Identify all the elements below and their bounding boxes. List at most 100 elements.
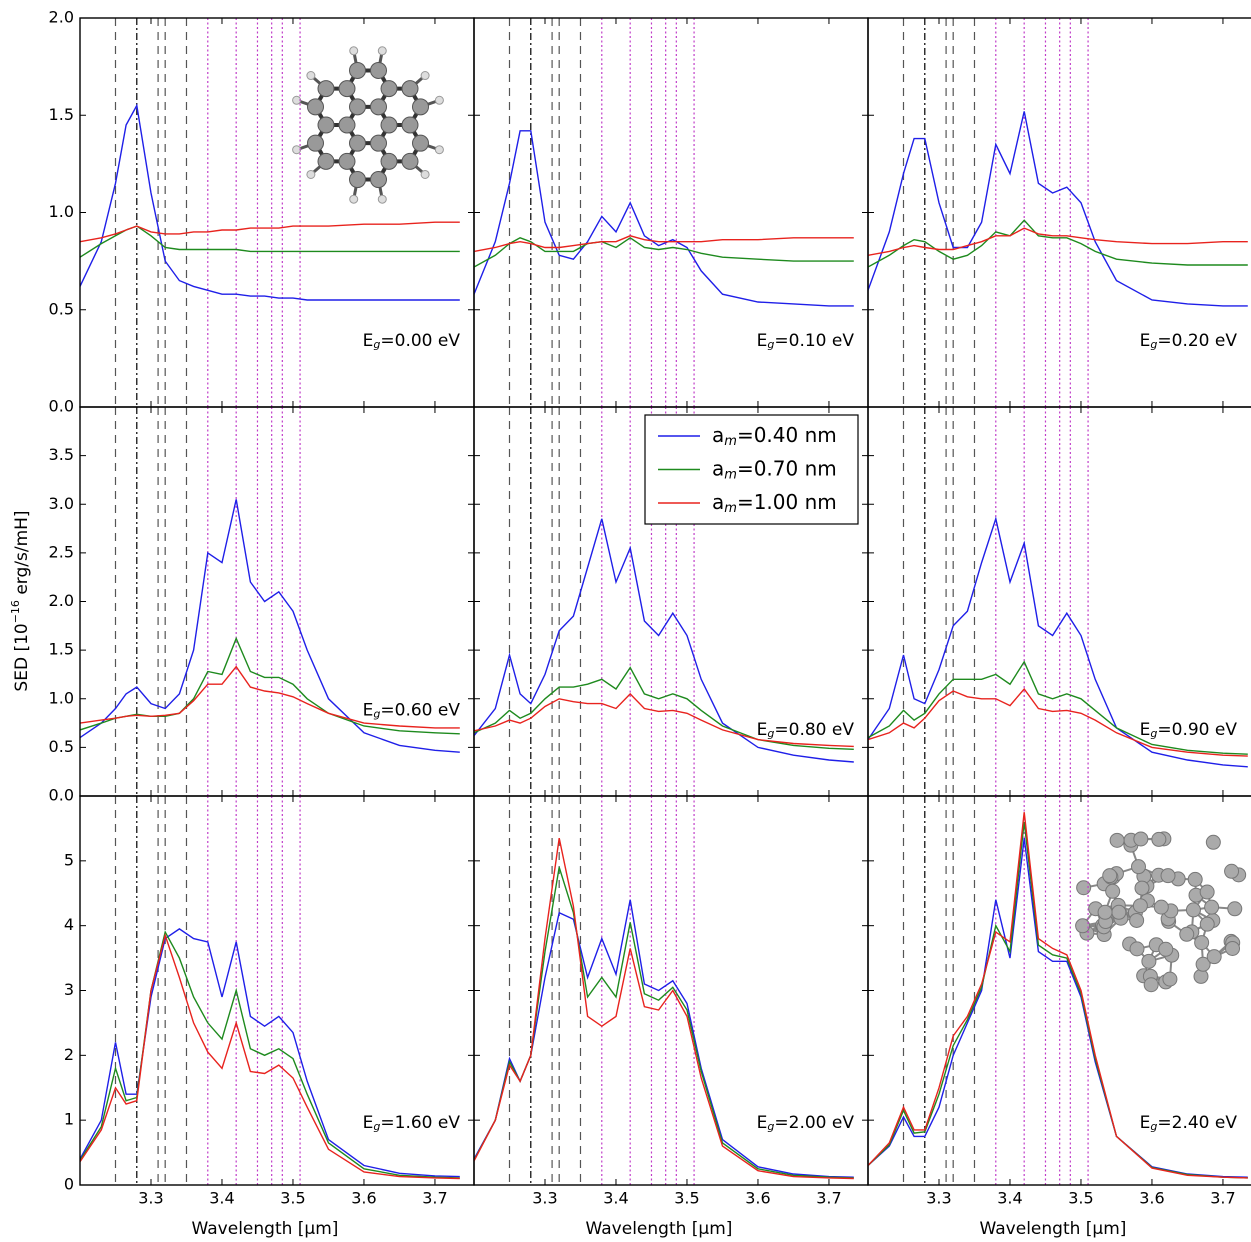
panel-label: Eg=0.60 eV [363, 700, 461, 720]
carbon-atom [371, 62, 387, 78]
carbon-atom [1112, 905, 1126, 919]
label-subscript: g [767, 338, 774, 351]
y-tick-label: 1 [64, 1110, 74, 1129]
plot-area [80, 407, 460, 796]
carbon-atom [308, 99, 324, 115]
carbon-atom [402, 153, 418, 169]
carbon-atom [371, 99, 387, 115]
y-tick-label: 1.0 [49, 688, 74, 707]
label-part: E [363, 331, 374, 351]
carbon-atom [1161, 869, 1175, 883]
panel: 3.33.43.53.63.7Wavelength [μm]Eg=2.00 eV [474, 796, 868, 1239]
legend-part: =0.40 nm [737, 423, 837, 447]
carbon-atom [1134, 832, 1148, 846]
carbon-atom [1154, 900, 1168, 914]
legend-part: a [712, 490, 724, 514]
y-tick-label: 0.5 [49, 299, 74, 318]
hydrogen-atom [378, 47, 386, 55]
label-part: =2.00 eV [774, 1113, 854, 1133]
y-tick-label: 0.0 [49, 397, 74, 416]
carbon-atom [1076, 919, 1090, 933]
label-subscript: g [767, 1120, 774, 1133]
x-axis-label: Wavelength [μm] [980, 1219, 1127, 1239]
page: {"chart_data": { "type": "line", "x_labe… [0, 0, 1251, 1242]
carbon-atom [1130, 913, 1144, 927]
carbon-atom [1130, 942, 1144, 956]
y-tick-label: 5 [64, 850, 74, 869]
x-tick-label: 3.4 [997, 1189, 1022, 1208]
label-subscript: g [373, 707, 380, 720]
legend-subscript: m [724, 467, 737, 482]
legend-part: =0.70 nm [737, 456, 837, 480]
hydrogen-atom [293, 146, 301, 154]
panel: Eg=0.20 eV [868, 18, 1251, 407]
carbon-atom [1135, 881, 1149, 895]
carbon-atom [1133, 899, 1147, 913]
label-part: =0.90 eV [1157, 720, 1237, 740]
y-tick-label: 3.5 [49, 445, 74, 464]
label-part: =1.60 eV [380, 1113, 460, 1133]
carbon-atom [402, 117, 418, 133]
carbon-atom [371, 172, 387, 188]
x-tick-label: 3.6 [745, 1189, 770, 1208]
label-part: E [757, 720, 768, 740]
carbon-atom [1207, 950, 1221, 964]
panel-label: Eg=0.80 eV [757, 720, 855, 740]
y-tick-label: 4 [64, 915, 74, 934]
carbon-atom [350, 62, 366, 78]
x-tick-label: 3.5 [674, 1189, 699, 1208]
hydrogen-atom [307, 170, 315, 178]
y-tick-label: 2.0 [49, 8, 74, 27]
label-subscript: g [373, 338, 380, 351]
panel-label: Eg=2.00 eV [757, 1113, 855, 1133]
carbon-atom [1110, 833, 1124, 847]
y-axis-label: SED [10−16 erg/s/mH] [9, 510, 32, 691]
y-tick-label: 2.5 [49, 542, 74, 561]
label-part: =0.10 eV [774, 331, 854, 351]
x-tick-label: 3.5 [1068, 1189, 1093, 1208]
y-tick-label: 1.5 [49, 640, 74, 659]
carbon-atom [1200, 885, 1214, 899]
carbon-atom [371, 135, 387, 151]
y-tick-label: 0.0 [49, 786, 74, 805]
carbon-atom [1106, 884, 1120, 898]
label-part: E [1140, 720, 1151, 740]
hydrogen-atom [350, 195, 358, 203]
carbon-atom [339, 153, 355, 169]
y-tick-label: 0 [64, 1175, 74, 1194]
hydrogen-atom [307, 72, 315, 80]
carbon-atom [1186, 903, 1200, 917]
panel-frame [80, 407, 474, 796]
y-tick-label: 0.5 [49, 737, 74, 756]
panel: Eg=0.10 eV [474, 18, 868, 407]
legend-part: =1.00 nm [737, 490, 837, 514]
y-tick-label: 1.5 [49, 105, 74, 124]
carbon-atom [1159, 942, 1173, 956]
x-tick-label: 3.6 [351, 1189, 376, 1208]
carbon-atom [308, 135, 324, 151]
label-part: =2.40 eV [1157, 1113, 1237, 1133]
y-label-exponent: −16 [9, 600, 22, 623]
hydrogen-atom [421, 72, 429, 80]
label-part: E [1140, 331, 1151, 351]
panel-label: Eg=0.00 eV [363, 331, 461, 351]
x-axis-label: Wavelength [μm] [192, 1219, 339, 1239]
y-tick-label: 3 [64, 980, 74, 999]
y-tick-label: 1.0 [49, 202, 74, 221]
y-tick-label: 2 [64, 1045, 74, 1064]
hydrogen-atom [350, 47, 358, 55]
panel: 0.00.51.01.52.02.53.03.5Eg=0.60 eV [49, 407, 474, 805]
label-subscript: g [1150, 338, 1157, 351]
carbon-atom [1228, 902, 1242, 916]
carbon-atom [1142, 954, 1156, 968]
carbon-atom [413, 135, 429, 151]
y-tick-label: 2.0 [49, 591, 74, 610]
label-subscript: g [767, 727, 774, 740]
legend-part: a [712, 423, 724, 447]
carbon-atom [1200, 917, 1214, 931]
carbon-atom [1225, 864, 1239, 878]
x-tick-label: 3.3 [926, 1189, 951, 1208]
panel-label: Eg=2.40 eV [1140, 1113, 1238, 1133]
